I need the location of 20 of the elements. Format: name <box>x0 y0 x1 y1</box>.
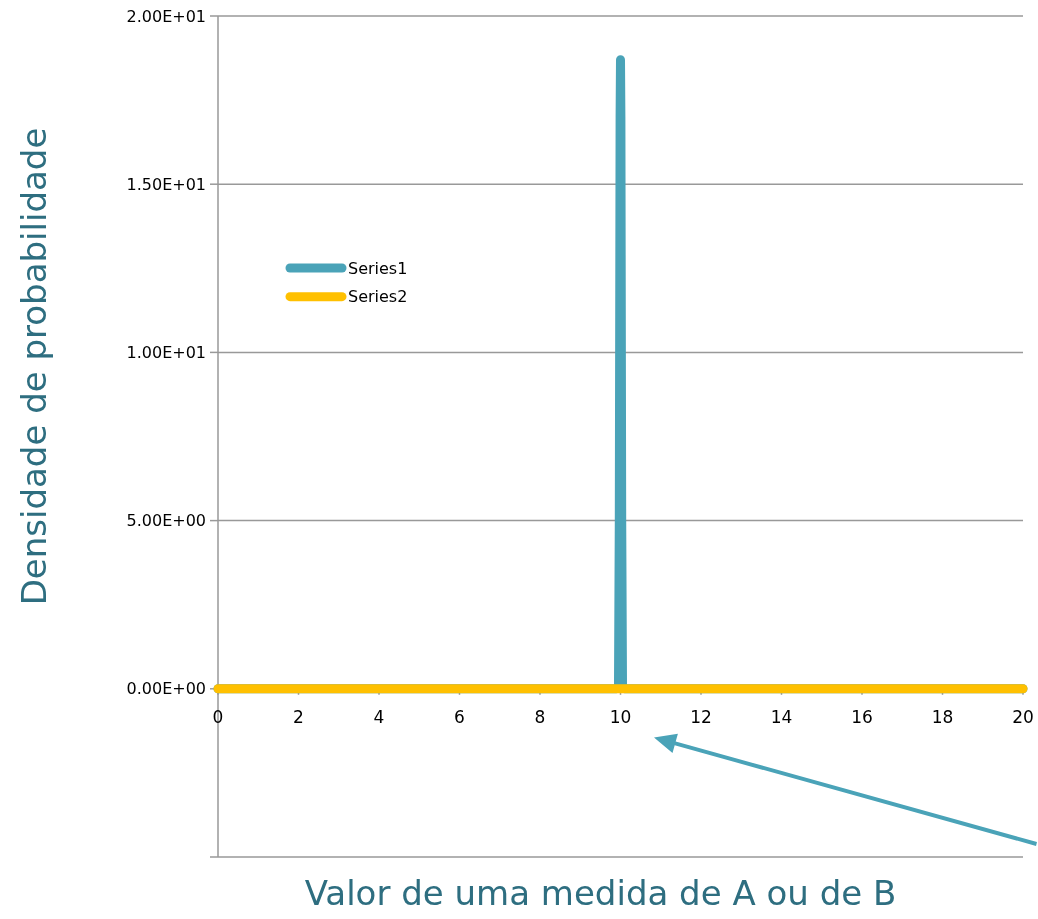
x-tick-label: 16 <box>851 706 873 727</box>
x-axis-title: Valor de uma medida de A ou de B <box>304 873 897 913</box>
y-tick-label: 1.50E+01 <box>126 174 206 194</box>
legend-label: Series1 <box>348 258 408 278</box>
x-tick-label: 8 <box>534 706 546 727</box>
x-tick-label: 18 <box>931 706 954 727</box>
legend-label: Series2 <box>348 287 408 307</box>
y-tick-label: 2.00E+01 <box>126 6 206 26</box>
x-tick-label: 6 <box>454 706 465 727</box>
y-tick-label: 0.00E+00 <box>126 679 206 699</box>
x-tick-label: 12 <box>690 706 712 727</box>
x-tick-label: 0 <box>212 706 224 727</box>
x-tick-label: 2 <box>293 706 304 727</box>
x-tick-label: 4 <box>373 706 385 727</box>
y-axis-title: Densidade de probabilidade <box>14 127 54 606</box>
y-tick-label: 5.00E+00 <box>126 511 206 531</box>
y-tick-label: 1.00E+01 <box>126 343 206 362</box>
x-tick-label: 14 <box>770 706 793 727</box>
x-tick-label: 10 <box>609 706 632 727</box>
x-tick-label: 20 <box>1012 706 1034 727</box>
